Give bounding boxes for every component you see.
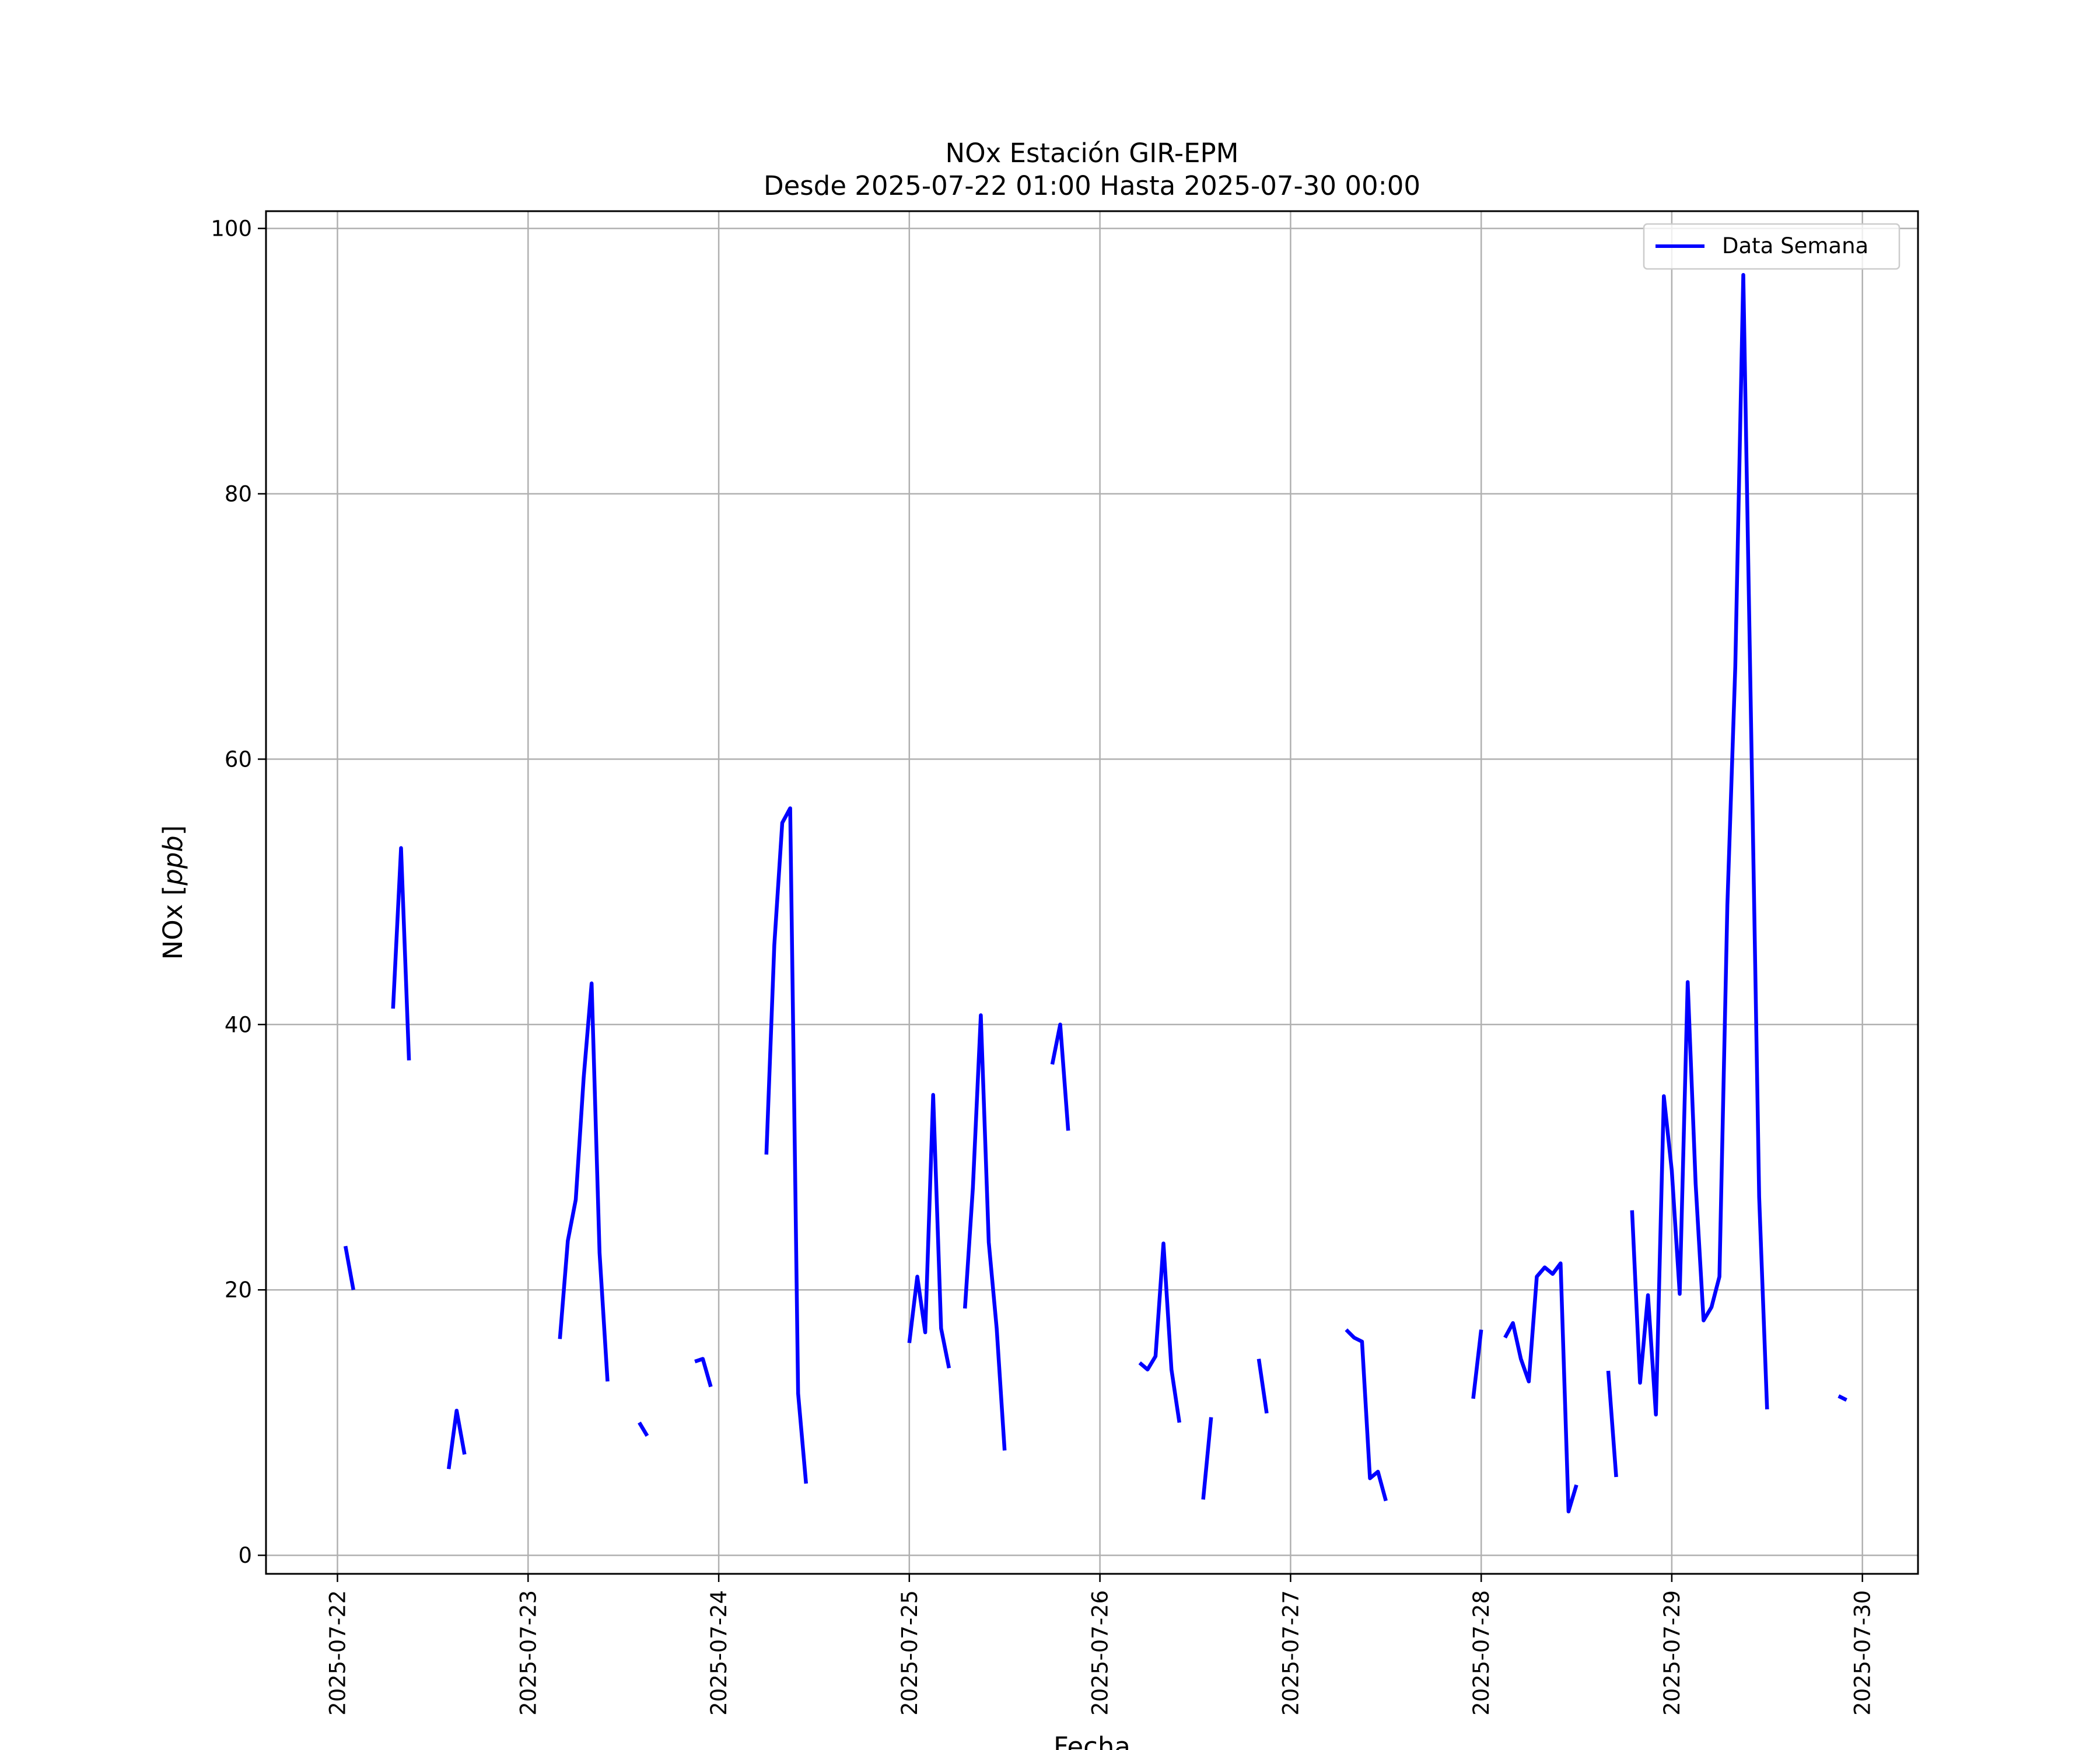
chart-title: NOx Estación GIR-EPM xyxy=(946,138,1239,169)
y-axis-label-close: ] xyxy=(158,825,188,836)
y-axis-label-unit: ppb xyxy=(158,835,188,886)
series-line-segment xyxy=(1630,272,1769,1417)
series-line-segment xyxy=(1138,1241,1182,1423)
series-line-segment xyxy=(1256,1359,1269,1414)
series-line-segment xyxy=(694,1357,713,1388)
x-tick-label: 2025-07-27 xyxy=(1278,1590,1303,1716)
series-line-segment xyxy=(764,806,808,1484)
grid-lines xyxy=(266,211,1918,1574)
legend-box xyxy=(1643,223,1901,270)
series-line-segment xyxy=(1345,1328,1388,1502)
series-line-segment xyxy=(1201,1417,1213,1500)
x-axis-label: Fecha xyxy=(1054,1731,1130,1750)
axis-ticks: 2025-07-22 2025-07-23 2025-07-24 2025-07-25… xyxy=(211,216,1875,1716)
y-tick-label: 20 xyxy=(225,1278,252,1303)
series-line-segment xyxy=(1471,1329,1483,1399)
plot-area-frame xyxy=(265,210,1919,1575)
y-tick-label: 40 xyxy=(225,1012,252,1037)
y-axis-label-text: NOx [ xyxy=(158,886,188,960)
x-tick-label: 2025-07-26 xyxy=(1088,1590,1113,1716)
series-line-segment xyxy=(1050,1023,1070,1131)
y-tick-label: 60 xyxy=(225,747,252,772)
series-line-segment xyxy=(1503,1261,1578,1514)
x-tick-label: 2025-07-23 xyxy=(516,1590,541,1716)
series-line-segment xyxy=(344,1245,355,1290)
legend: Data Semana xyxy=(1643,223,1901,270)
x-tick-label: 2025-07-28 xyxy=(1469,1590,1494,1716)
series-line-segment xyxy=(391,846,411,1060)
x-tick-label: 2025-07-24 xyxy=(706,1590,732,1716)
x-tick-label: 2025-07-30 xyxy=(1850,1590,1875,1716)
legend-label-data-semana: Data Semana xyxy=(1722,233,1868,258)
series-line-segment xyxy=(963,1013,1007,1451)
series-line-segment xyxy=(1606,1370,1618,1478)
x-tick-label: 2025-07-25 xyxy=(897,1590,922,1716)
x-tick-label: 2025-07-29 xyxy=(1660,1590,1685,1716)
series-line-segment xyxy=(638,1422,649,1437)
series-line-segment xyxy=(558,981,610,1382)
y-axis-label: NOx [ppb] xyxy=(158,825,188,960)
series-line-segment xyxy=(446,1408,467,1469)
series-data-semana xyxy=(344,272,1847,1514)
y-tick-label: 100 xyxy=(211,216,252,242)
y-tick-label: 0 xyxy=(238,1543,252,1568)
x-tick-label: 2025-07-22 xyxy=(326,1590,351,1716)
series-line-segment xyxy=(907,1093,951,1369)
y-tick-label: 80 xyxy=(225,482,252,507)
series-line-segment xyxy=(1838,1394,1847,1402)
chart-subtitle: Desde 2025-07-22 01:00 Hasta 2025-07-30 … xyxy=(764,170,1420,201)
